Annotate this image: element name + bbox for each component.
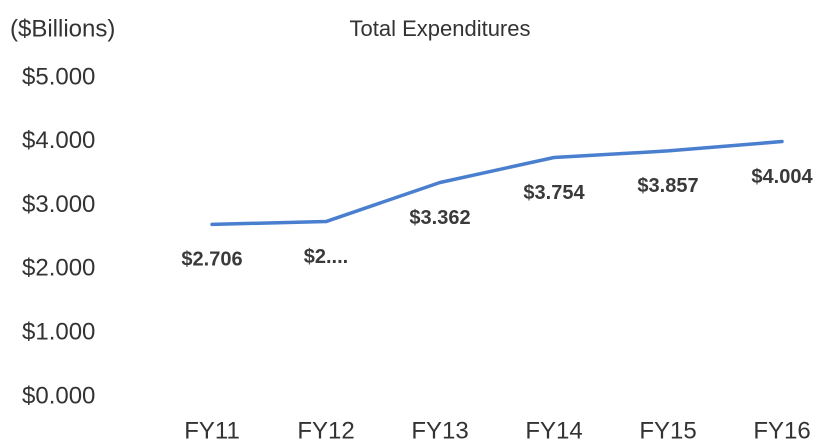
chart-title: Total Expenditures <box>350 16 531 41</box>
x-tick-label: FY15 <box>639 417 696 444</box>
value-label: $3.857 <box>637 175 698 197</box>
y-tick-label: $1.000 <box>22 319 95 346</box>
value-label: $2.... <box>304 246 348 268</box>
value-label: $2.706 <box>181 249 242 271</box>
y-tick-label: $2.000 <box>22 255 95 282</box>
line <box>210 139 784 227</box>
y-tick-label: $0.000 <box>22 382 95 409</box>
value-label: $3.754 <box>523 182 585 204</box>
value-label: $3.362 <box>409 207 470 229</box>
x-tick-label: FY13 <box>411 417 468 444</box>
x-tick-label: FY11 <box>184 417 240 444</box>
y-tick-label: $3.000 <box>22 191 95 218</box>
y-tick-label: $5.000 <box>22 63 95 90</box>
y-tick-label: $4.000 <box>22 127 95 154</box>
y-axis-label: ($Billions) <box>10 15 115 42</box>
x-tick-label: FY16 <box>753 417 810 444</box>
x-tick-label: FY12 <box>297 417 354 444</box>
value-label: $4.004 <box>751 166 813 188</box>
x-tick-label: FY14 <box>525 417 582 444</box>
